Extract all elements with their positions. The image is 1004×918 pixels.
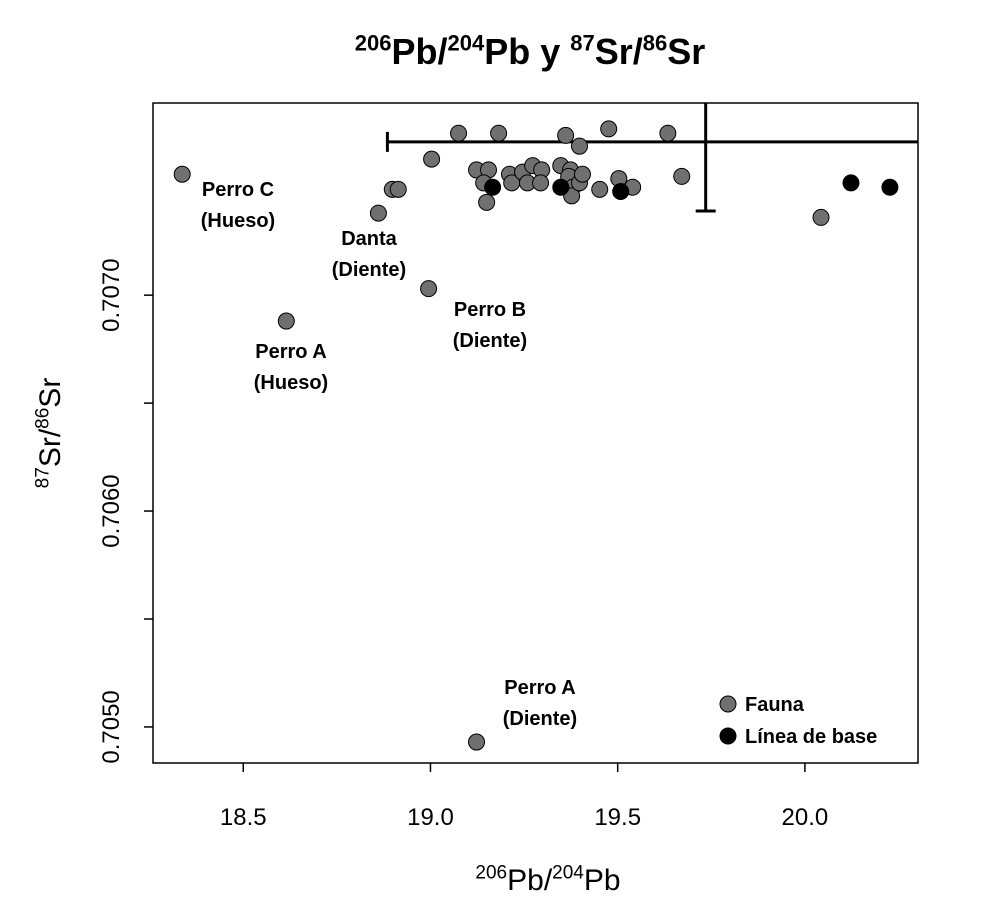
annotation-line: Perro A [255, 341, 327, 363]
point [490, 124, 508, 142]
point [573, 165, 591, 183]
annotation-line: (Hueso) [254, 372, 328, 394]
chart-title-part: Pb y [484, 31, 570, 72]
chart-title-part: Sr/ [595, 31, 643, 72]
point [842, 174, 860, 192]
legend-label: Línea de base [745, 726, 877, 748]
x-axis-label: 206Pb/204Pb [475, 863, 620, 897]
legend-label: Fauna [745, 694, 805, 716]
y-tick-label: 0.7060 [98, 474, 125, 547]
y-axis-label-part: Sr [34, 378, 67, 408]
y-axis-label-part: 86 [33, 408, 54, 429]
error-bar [385, 103, 918, 213]
x-tick-label: 20.0 [782, 804, 829, 831]
point [612, 183, 630, 201]
chart-title-part: Pb/ [391, 31, 447, 72]
point [468, 733, 486, 751]
annotation-line: (Diente) [503, 708, 577, 730]
point [532, 174, 550, 192]
point [591, 180, 609, 198]
point [557, 126, 575, 144]
chart-title-part: Sr [667, 31, 705, 72]
annotation: Perro A (Hueso) [254, 341, 328, 394]
point [812, 208, 830, 226]
x-tick-label: 19.5 [594, 804, 641, 831]
annotation-line: Perro B [454, 299, 526, 321]
point [389, 180, 407, 198]
x-axis-label-part: Pb/ [507, 864, 553, 897]
annotation: Perro C (Hueso) [201, 179, 275, 232]
x-axis-label-part: 206 [475, 863, 507, 884]
plot-frame [152, 102, 919, 764]
annotation-line: (Diente) [332, 259, 406, 281]
x-tick-label: 19.0 [407, 804, 454, 831]
chart-title-part: 204 [447, 30, 484, 55]
point [450, 124, 468, 142]
point [423, 150, 441, 168]
point [420, 280, 438, 298]
annotation-line: Perro C [202, 179, 274, 201]
y-tick-label: 0.7070 [98, 258, 125, 331]
y-axis-label-part: Sr/ [34, 428, 67, 467]
point [173, 165, 191, 183]
point [369, 204, 387, 222]
point [659, 124, 677, 142]
point [881, 178, 899, 196]
annotation: Perro A (Diente) [503, 677, 577, 730]
y-axis-label-part: 87 [33, 467, 54, 488]
x-tick-label: 18.5 [220, 804, 267, 831]
y-tick-label: 0.7050 [98, 690, 125, 763]
annotation-line: (Diente) [453, 330, 527, 352]
x-axis-label-part: Pb [584, 864, 621, 897]
point [570, 137, 588, 155]
point [600, 120, 618, 138]
point [673, 167, 691, 185]
legend-marker [719, 695, 737, 713]
annotation: Perro B (Diente) [453, 299, 527, 352]
annotation-line: (Hueso) [201, 210, 275, 232]
chart-title-part: 86 [643, 30, 667, 55]
point [277, 312, 295, 330]
annotation: Danta (Diente) [332, 228, 406, 281]
point [478, 193, 496, 211]
annotation-line: Danta [341, 228, 397, 250]
annotation-line: Perro A [504, 677, 576, 699]
point [484, 178, 502, 196]
x-axis-label-part: 204 [552, 863, 584, 884]
chart-title-part: 87 [570, 30, 594, 55]
y-axis-label: 87Sr/86Sr [33, 378, 67, 489]
point [552, 178, 570, 196]
chart-title-part: 206 [355, 30, 392, 55]
legend-marker [719, 727, 737, 745]
chart-title: 206Pb/204Pb y 87Sr/86Sr [355, 30, 706, 72]
